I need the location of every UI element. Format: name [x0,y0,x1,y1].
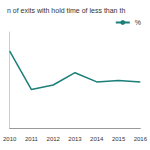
svg-text:2016: 2016 [134,136,148,142]
svg-text:2012: 2012 [47,136,61,142]
svg-text:2015: 2015 [112,136,126,142]
svg-text:2011: 2011 [25,136,39,142]
svg-text:2010: 2010 [3,136,17,142]
svg-text:2013: 2013 [68,136,82,142]
svg-text:2014: 2014 [90,136,104,142]
svg-text:%: % [135,19,141,26]
svg-text:n of exits with hold time of l: n of exits with hold time of less than t… [7,7,125,14]
